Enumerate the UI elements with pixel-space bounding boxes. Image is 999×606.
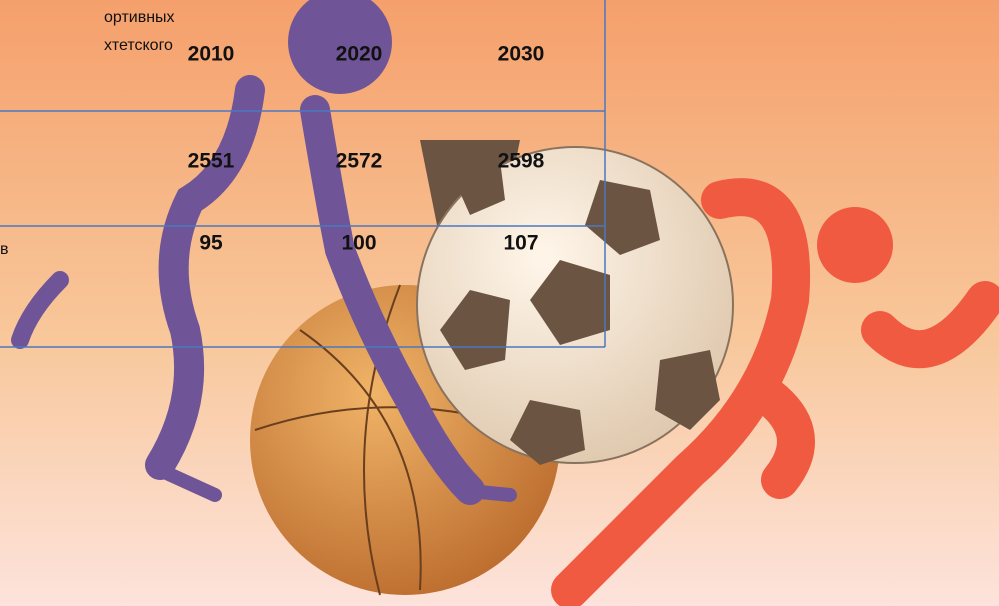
year: 2030 bbox=[498, 43, 545, 66]
cell: 2598 bbox=[498, 150, 545, 173]
year: 2010 bbox=[188, 43, 235, 66]
cell: 95 bbox=[199, 232, 223, 255]
cell: 2551 bbox=[188, 150, 235, 173]
purple-figure bbox=[11, 0, 517, 505]
table: ортивных хтетского 2010 2020 2030 2551 2… bbox=[0, 0, 606, 348]
soccer-patches bbox=[440, 160, 720, 465]
cell: 2572 bbox=[336, 150, 383, 173]
year: 2020 bbox=[336, 43, 383, 66]
cell: 100 bbox=[341, 232, 376, 255]
row-label: в bbox=[0, 241, 9, 258]
header-label: хтетского bbox=[104, 37, 173, 54]
cell: 107 bbox=[503, 232, 538, 255]
red-runner bbox=[551, 178, 999, 606]
header-label: ортивных bbox=[104, 9, 175, 26]
